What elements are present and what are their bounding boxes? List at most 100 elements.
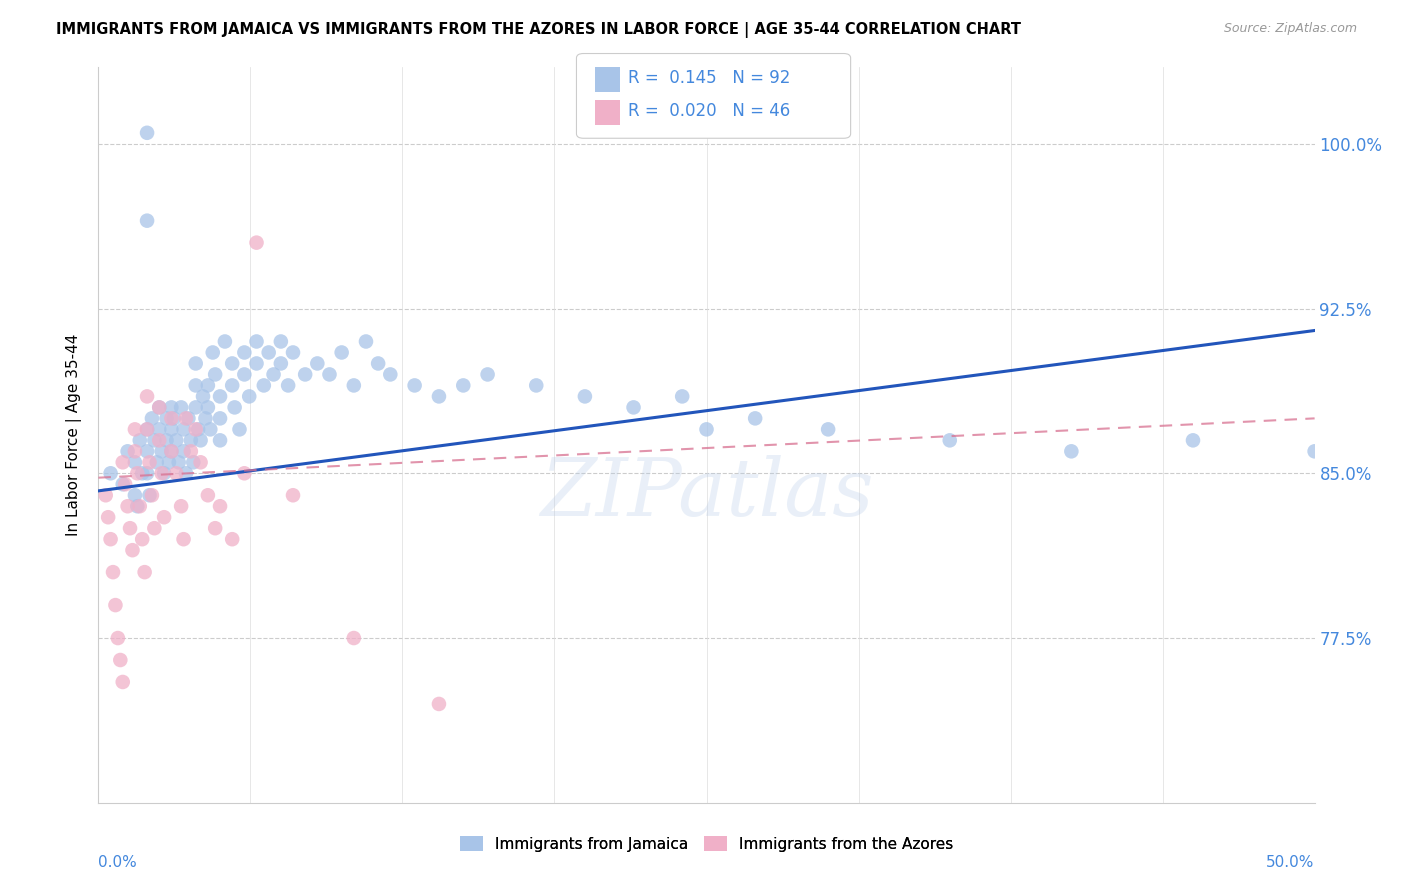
Point	[170, 500, 193, 514]
Point	[623, 401, 645, 415]
Point	[148, 434, 170, 448]
Point	[148, 401, 170, 415]
Point	[233, 467, 256, 481]
Point	[187, 422, 209, 436]
Point	[191, 389, 214, 403]
Point	[111, 477, 134, 491]
Point	[209, 389, 232, 403]
Point	[228, 422, 250, 436]
Point	[1182, 434, 1205, 448]
Point	[184, 378, 207, 392]
Point	[124, 444, 146, 458]
Point	[257, 345, 280, 359]
Point	[136, 213, 159, 227]
Point	[111, 675, 134, 690]
Point	[233, 368, 256, 382]
Point	[134, 565, 156, 579]
Point	[281, 345, 304, 359]
Point	[100, 467, 122, 481]
Point	[281, 488, 304, 502]
Point	[124, 422, 146, 436]
Point	[148, 422, 170, 436]
Point	[117, 500, 139, 514]
Point	[180, 444, 202, 458]
Point	[190, 434, 212, 448]
Point	[160, 444, 183, 458]
Point	[221, 532, 243, 546]
Point	[817, 422, 839, 436]
Point	[427, 697, 450, 711]
Point	[245, 356, 267, 370]
Point	[477, 368, 499, 382]
Text: 0.0%: 0.0%	[98, 855, 138, 870]
Point	[200, 422, 222, 436]
Point	[238, 389, 260, 403]
Point	[143, 434, 166, 448]
Point	[104, 598, 127, 612]
Point	[574, 389, 596, 403]
Point	[136, 126, 159, 140]
Point	[177, 411, 200, 425]
Point	[128, 434, 150, 448]
Point	[94, 488, 117, 502]
Text: R =  0.145   N = 92: R = 0.145 N = 92	[628, 69, 790, 87]
Point	[174, 467, 197, 481]
Point	[209, 500, 232, 514]
Point	[173, 422, 195, 436]
Point	[124, 455, 146, 469]
Point	[165, 434, 187, 448]
Point	[696, 422, 718, 436]
Point	[197, 488, 219, 502]
Text: R =  0.020   N = 46: R = 0.020 N = 46	[628, 102, 790, 120]
Point	[367, 356, 389, 370]
Point	[343, 378, 366, 392]
Point	[427, 389, 450, 403]
Point	[277, 378, 299, 392]
Point	[354, 334, 377, 349]
Text: 50.0%: 50.0%	[1267, 855, 1315, 870]
Point	[143, 521, 166, 535]
Point	[136, 467, 159, 481]
Legend: Immigrants from Jamaica, Immigrants from the Azores: Immigrants from Jamaica, Immigrants from…	[454, 830, 959, 858]
Point	[184, 356, 207, 370]
Point	[270, 334, 292, 349]
Point	[197, 401, 219, 415]
Text: IMMIGRANTS FROM JAMAICA VS IMMIGRANTS FROM THE AZORES IN LABOR FORCE | AGE 35-44: IMMIGRANTS FROM JAMAICA VS IMMIGRANTS FR…	[56, 22, 1021, 38]
Point	[155, 411, 177, 425]
Point	[127, 500, 149, 514]
Point	[160, 422, 183, 436]
Point	[194, 411, 217, 425]
Point	[204, 368, 226, 382]
Point	[128, 500, 150, 514]
Point	[150, 467, 173, 481]
Point	[160, 444, 183, 458]
Point	[153, 467, 176, 481]
Point	[124, 488, 146, 502]
Point	[136, 444, 159, 458]
Point	[127, 467, 149, 481]
Point	[201, 345, 224, 359]
Point	[221, 378, 243, 392]
Point	[101, 565, 124, 579]
Point	[180, 434, 202, 448]
Point	[197, 378, 219, 392]
Y-axis label: In Labor Force | Age 35-44: In Labor Force | Age 35-44	[66, 334, 83, 536]
Point	[204, 521, 226, 535]
Point	[221, 356, 243, 370]
Point	[157, 455, 180, 469]
Point	[148, 401, 170, 415]
Point	[404, 378, 426, 392]
Point	[1303, 444, 1326, 458]
Point	[1060, 444, 1083, 458]
Point	[100, 532, 122, 546]
Point	[141, 411, 163, 425]
Point	[184, 422, 207, 436]
Point	[118, 521, 141, 535]
Point	[209, 411, 232, 425]
Point	[181, 455, 204, 469]
Point	[453, 378, 475, 392]
Point	[524, 378, 547, 392]
Point	[253, 378, 276, 392]
Point	[117, 444, 139, 458]
Point	[141, 488, 163, 502]
